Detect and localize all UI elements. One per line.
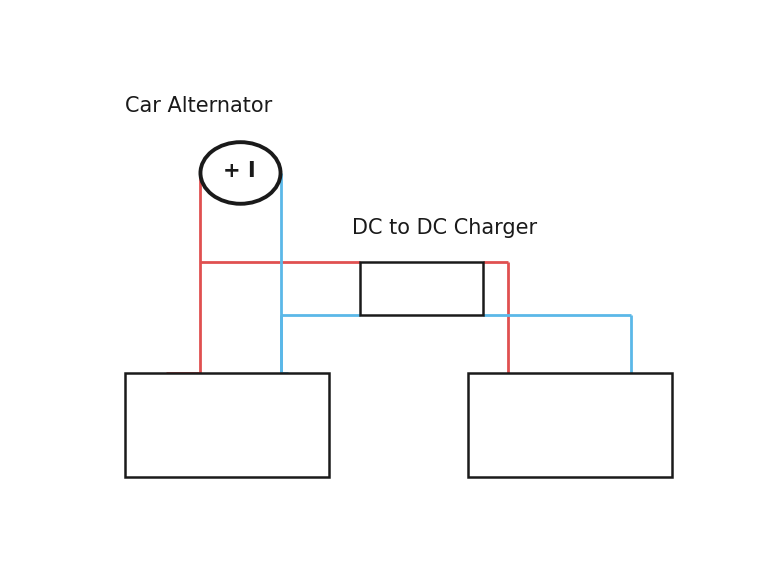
Bar — [125, 373, 329, 477]
Text: +: + — [488, 381, 506, 401]
Text: DC to DC Charger: DC to DC Charger — [352, 218, 537, 238]
Text: I: I — [248, 162, 255, 182]
Bar — [360, 262, 483, 315]
Text: -: - — [282, 381, 291, 401]
Text: +: + — [222, 162, 240, 182]
Text: Car Alternator: Car Alternator — [125, 96, 272, 116]
Text: Starter
Battery: Starter Battery — [194, 430, 261, 469]
Text: Auxiliary
Battery: Auxiliary Battery — [530, 430, 609, 469]
Bar — [468, 373, 671, 477]
Text: -: - — [624, 381, 634, 401]
Text: +: + — [145, 381, 164, 401]
